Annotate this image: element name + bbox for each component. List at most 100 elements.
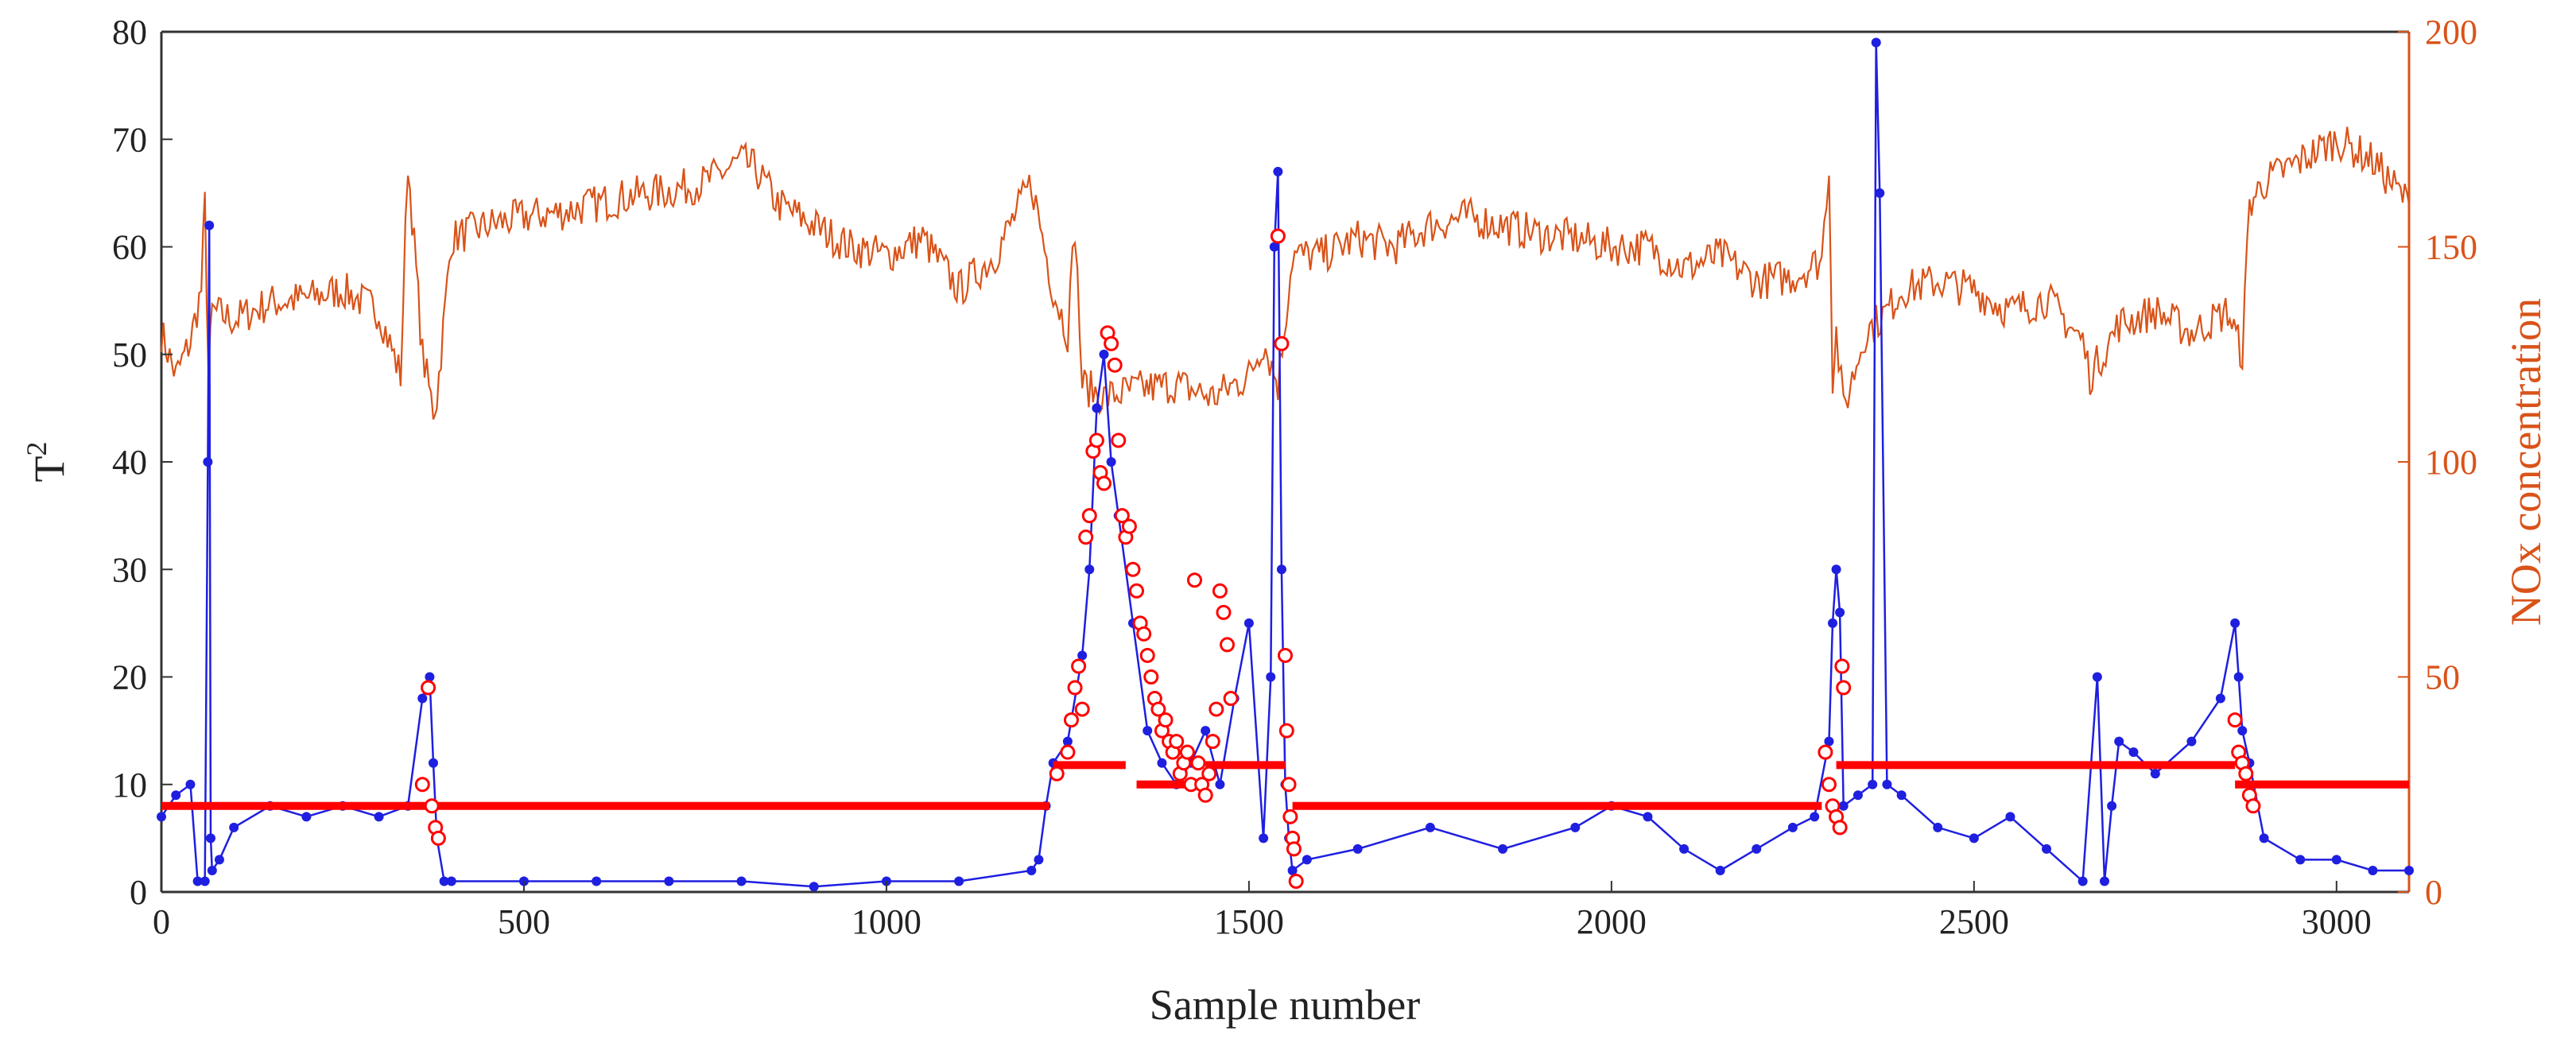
t2-point <box>1498 843 1508 854</box>
t2-point <box>1157 758 1167 768</box>
fault-marker <box>1078 529 1094 545</box>
t2-point <box>809 882 819 892</box>
x-tick-label: 2000 <box>1577 902 1647 941</box>
fault-marker <box>1114 508 1130 524</box>
t2-point <box>1882 779 1892 789</box>
t2-point <box>185 779 196 789</box>
x-tick-label: 1000 <box>852 902 921 941</box>
t2-point <box>2368 865 2378 875</box>
fault-marker <box>1067 680 1083 696</box>
fault-marker <box>1220 637 1236 653</box>
t2-point <box>664 876 674 886</box>
x-tick-label: 1500 <box>1214 902 1284 941</box>
y-left-axis-title: T2 <box>21 442 73 483</box>
y-right-title-text: NOx concentration <box>2502 298 2550 626</box>
y-right-tick-label: 150 <box>2425 228 2477 267</box>
fault-marker <box>1274 335 1290 351</box>
fault-marker <box>1201 766 1217 781</box>
fault-marker <box>1818 744 1833 760</box>
t2-point <box>1871 37 1881 48</box>
y-left-tick-label: 0 <box>130 873 147 912</box>
t2-point <box>1099 349 1109 359</box>
t2-point <box>203 457 213 467</box>
fault-marker <box>430 830 446 846</box>
t2-point <box>1201 726 1211 736</box>
fault-marker <box>2227 712 2243 728</box>
t2-point <box>417 693 428 704</box>
t2-point <box>200 876 210 886</box>
t2-point <box>1752 843 1762 854</box>
y-left-title-base: T <box>25 456 73 483</box>
t2-point <box>1143 726 1153 736</box>
fault-marker <box>424 798 440 814</box>
t2-point <box>1243 618 1254 628</box>
t2-point <box>736 876 747 886</box>
fault-marker <box>1179 744 1195 760</box>
t2-point <box>1868 779 1878 789</box>
fault-marker <box>1821 777 1837 793</box>
fault-marker <box>1150 701 1166 717</box>
t2-point <box>1259 833 1269 843</box>
ticks-layer: 0 500 1000 1500 2000 2500 30000102030405060708… <box>112 13 2477 941</box>
t2-point <box>1679 843 1690 854</box>
y-left-tick-label: 20 <box>112 658 147 697</box>
t2-point <box>192 876 203 886</box>
t2-point <box>1835 607 1845 618</box>
fault-marker <box>1139 647 1155 663</box>
fault-marker <box>1049 766 1065 781</box>
t2-point <box>2042 843 2052 854</box>
t2-point <box>1570 822 1581 832</box>
nox-line <box>160 126 2411 420</box>
t2-point <box>1875 188 1885 198</box>
y-left-tick-label: 30 <box>112 550 147 589</box>
t2-point <box>204 220 215 231</box>
fault-marker <box>1096 475 1112 491</box>
t2-point <box>1831 564 1841 575</box>
y-right-tick-label: 50 <box>2425 658 2460 697</box>
t2-point <box>1425 822 1435 832</box>
y-left-tick-label: 40 <box>112 443 147 482</box>
t2-point <box>1828 618 1838 628</box>
t2-point <box>1838 801 1849 811</box>
fault-marker <box>1836 680 1852 696</box>
fault-marker <box>1088 432 1104 448</box>
fault-marker <box>1107 357 1123 373</box>
fault-marker <box>1074 701 1090 717</box>
t2-point <box>1302 855 1312 865</box>
x-tick-label: 500 <box>498 902 550 941</box>
t2-point <box>1352 843 1363 854</box>
t2-point <box>1852 790 1863 801</box>
fault-marker <box>1104 335 1119 351</box>
t2-point <box>1092 403 1102 413</box>
fault-marker <box>1158 712 1174 728</box>
t2-point <box>207 865 217 875</box>
t2-point <box>425 672 435 682</box>
t2-point <box>2233 672 2244 682</box>
y-right-tick-label: 200 <box>2425 13 2477 52</box>
t2-point <box>1215 779 1225 789</box>
y-right-tick-label: 100 <box>2425 443 2477 482</box>
fault-marker <box>2245 798 2261 814</box>
t2-point <box>2150 769 2160 779</box>
fault-marker <box>421 680 436 696</box>
t2-point <box>439 876 449 886</box>
t2-point <box>1933 822 1943 832</box>
t2-point <box>2230 618 2240 628</box>
fault-marker <box>1169 734 1185 750</box>
t2-point <box>2259 833 2269 843</box>
fault-marker <box>1143 669 1159 684</box>
fault-marker <box>1060 744 1076 760</box>
t2-point <box>1034 855 1044 865</box>
t2-point <box>2077 876 2088 886</box>
t2-point <box>1062 736 1073 746</box>
t2-point <box>301 812 312 822</box>
fault-marker <box>1208 701 1224 717</box>
t2-point <box>1287 865 1298 875</box>
fault-marker <box>1063 712 1079 728</box>
y-left-tick-label: 10 <box>112 766 147 805</box>
fault-marker <box>1071 658 1087 674</box>
fault-marker <box>1187 572 1203 588</box>
x-tick-label: 3000 <box>2302 902 2372 941</box>
fault-marker <box>1281 777 1297 793</box>
